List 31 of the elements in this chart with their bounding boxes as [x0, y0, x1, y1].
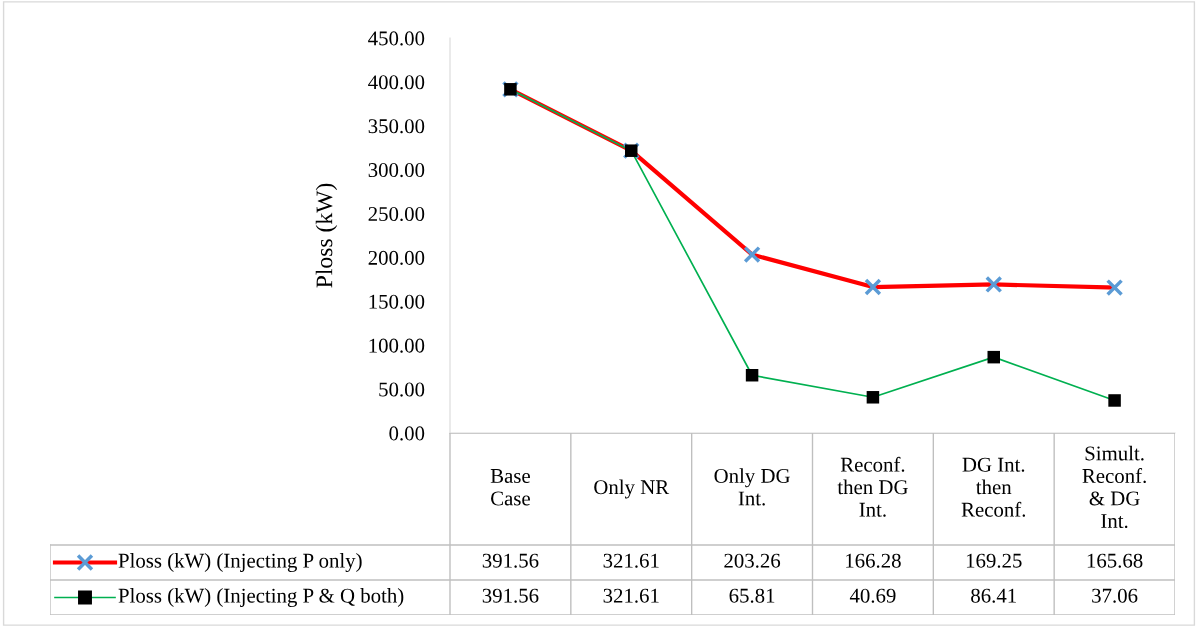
y-tick-label: 0.00 [389, 426, 425, 441]
y-axis-title: Ploss (kW) [315, 183, 338, 288]
x-tick-label: Only NR [594, 479, 670, 499]
data-label: 65.81 [729, 588, 775, 603]
data-label: 203.26 [724, 553, 781, 568]
x-tick-label: Only DG Int. [714, 468, 790, 506]
y-tick-label: 150.00 [369, 294, 425, 309]
data-label: 166.28 [846, 553, 901, 568]
data-label: 37.06 [1092, 588, 1138, 603]
data-label: 169.25 [966, 553, 1022, 568]
y-tick-label: 350.00 [368, 119, 425, 134]
data-label: 40.69 [849, 588, 896, 603]
data-label: 391.56 [482, 588, 539, 603]
y-tick-label: 300.00 [368, 163, 425, 178]
data-label: 165.68 [1087, 553, 1143, 568]
data-label: 321.61 [603, 553, 659, 568]
x-tick-label: DG Int. then Reconf. [961, 457, 1026, 517]
y-tick-label: 400.00 [368, 75, 425, 90]
x-tick-label: Simult. Reconf. & DG Int. [1082, 445, 1146, 529]
x-tick-label: Reconf. then DG Int. [837, 456, 908, 517]
data-label: 321.61 [603, 588, 659, 603]
legend-label: Ploss (kW) (Injecting P only) [118, 553, 362, 572]
y-tick-label: 450.00 [368, 31, 425, 46]
data-label: 86.41 [971, 588, 1016, 603]
y-tick-label: 100.00 [369, 338, 425, 353]
y-tick-label: 200.00 [368, 250, 425, 265]
legend-label: Ploss (kW) (Injecting P & Q both) [118, 588, 404, 607]
x-tick-label: Base Case [490, 469, 530, 506]
y-tick-label: 250.00 [368, 206, 425, 222]
y-tick-label: 50.00 [379, 382, 425, 397]
data-label: 391.56 [482, 553, 539, 568]
